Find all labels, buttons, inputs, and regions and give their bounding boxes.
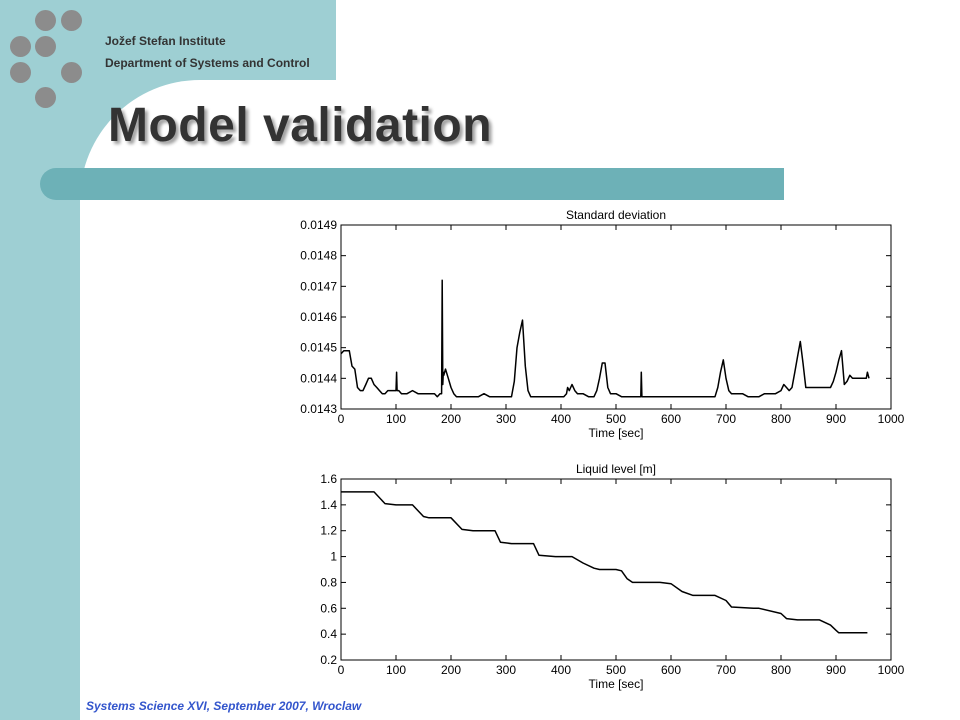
std-deviation-chart: Standard deviation 0 100 200 300 400 500 600 700… — [300, 208, 905, 440]
y-tick-label: 1.4 — [320, 498, 337, 512]
y-tick-label: 0.0148 — [300, 249, 337, 263]
header-corner-curve — [80, 80, 320, 320]
logo-dot — [61, 10, 82, 31]
x-tick-label: 600 — [661, 663, 681, 677]
x-tick-label: 200 — [441, 663, 461, 677]
liquid-level-chart: Liquid level [m] 0 100 200 300 400 500 600 700 80… — [320, 462, 905, 691]
y-tick-label: 0.8 — [320, 575, 337, 589]
series-line — [341, 491, 868, 634]
series-line — [340, 279, 870, 398]
left-sidebar-band — [0, 0, 80, 720]
x-tick-label: 400 — [551, 663, 571, 677]
logo-dot — [10, 62, 31, 83]
x-tick-label: 900 — [826, 412, 846, 426]
y-tick-label: 0.4 — [320, 627, 337, 641]
y-tick-label: 0.0147 — [300, 279, 337, 293]
y-tick-label: 0.0143 — [300, 402, 337, 416]
y-tick-label: 0.2 — [320, 653, 337, 667]
chart-title: Liquid level [m] — [576, 462, 656, 476]
x-tick-label: 100 — [386, 412, 406, 426]
y-tick-label: 1.2 — [320, 524, 337, 538]
y-tick-label: 0.0145 — [300, 341, 337, 355]
slide-title: Model validation — [108, 99, 493, 152]
logo-dot — [10, 36, 31, 57]
x-tick-label: 500 — [606, 663, 626, 677]
x-tick-label: 800 — [771, 412, 791, 426]
x-tick-label: 700 — [716, 663, 736, 677]
logo-dot — [35, 36, 56, 57]
logo-dot — [35, 10, 56, 31]
y-tick-label: 1.6 — [320, 472, 337, 486]
x-tick-label: 300 — [496, 412, 516, 426]
y-tick-label: 0.6 — [320, 601, 337, 615]
logo-dot — [61, 62, 82, 83]
x-tick-label: 0 — [338, 412, 345, 426]
y-tick-label: 0.0146 — [300, 310, 337, 324]
footer-text: Systems Science XVI, September 2007, Wro… — [86, 699, 362, 713]
x-tick-label: 800 — [771, 663, 791, 677]
x-tick-label: 400 — [551, 412, 571, 426]
chart-title: Standard deviation — [566, 208, 666, 222]
institute-name: Jožef Stefan Institute — [105, 34, 226, 48]
x-tick-label: 100 — [386, 663, 406, 677]
x-tick-label: 600 — [661, 412, 681, 426]
y-tick-label: 1 — [330, 550, 337, 564]
header-band — [80, 0, 336, 80]
x-tick-label: 700 — [716, 412, 736, 426]
x-tick-label: 300 — [496, 663, 516, 677]
plot-frame — [340, 224, 892, 410]
x-tick-label: 200 — [441, 412, 461, 426]
department-name: Department of Systems and Control — [105, 56, 310, 70]
title-underline-bar — [40, 168, 784, 200]
x-axis-label: Time [sec] — [589, 677, 644, 691]
logo-dot — [35, 87, 56, 108]
x-tick-label: 900 — [826, 663, 846, 677]
x-tick-label: 1000 — [878, 412, 905, 426]
x-tick-label: 500 — [606, 412, 626, 426]
x-axis-label: Time [sec] — [589, 426, 644, 440]
x-tick-label: 1000 — [878, 663, 905, 677]
y-tick-label: 0.0149 — [300, 218, 337, 232]
x-tick-label: 0 — [338, 663, 345, 677]
y-tick-label: 0.0144 — [300, 371, 337, 385]
